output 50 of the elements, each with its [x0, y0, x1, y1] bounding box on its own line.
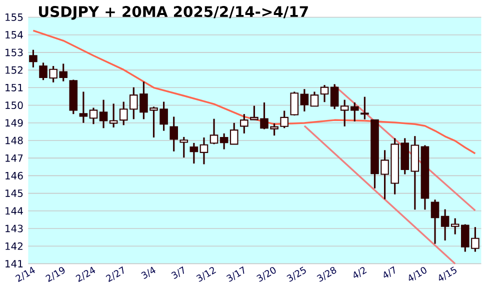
y-tick-label: 149 [6, 118, 23, 126]
candlestick [300, 88, 309, 112]
x-tick-label: 2/14 [15, 266, 35, 282]
x-tick-label: 3/25 [286, 266, 306, 282]
y-tick-label: 152 [6, 66, 22, 74]
candlestick [99, 98, 108, 129]
candlestick [220, 132, 228, 150]
y-tick-label: 155 [6, 13, 23, 21]
candlestick [310, 90, 319, 107]
y-tick-label: 148 [6, 136, 23, 144]
y-tick-label: 141 [6, 260, 23, 268]
candlestick [320, 84, 329, 103]
line-series [32, 30, 476, 154]
candlestick [89, 106, 98, 125]
candlestick [290, 90, 299, 116]
y-tick-label: 147 [6, 154, 23, 162]
x-tick-label: 2/24 [76, 266, 96, 282]
candlestick [79, 90, 88, 124]
y-tick-label: 150 [6, 101, 23, 109]
candlestick [230, 122, 238, 145]
x-tick-label: 3/4 [141, 266, 156, 279]
candlestick [109, 102, 118, 128]
candlestick [210, 118, 218, 145]
x-tick-label: 2/27 [106, 266, 124, 282]
y-tick-label: 145 [6, 189, 23, 197]
x-tick-label: 3/17 [226, 266, 244, 282]
y-tick-label: 142 [6, 242, 22, 250]
candlestick [29, 48, 38, 68]
x-tick-label: 3/7 [171, 266, 184, 279]
candlestick [330, 83, 339, 110]
candlestick [430, 198, 440, 244]
candlestick [440, 208, 450, 242]
chart-title: USDJPY + 20MA 2025/2/14->4/17 [39, 6, 308, 20]
x-tick-label: 2/19 [46, 266, 65, 282]
y-tick-label: 151 [6, 84, 23, 92]
x-tick-label: 4/7 [384, 266, 395, 278]
x-tick-label: 4/2 [354, 266, 367, 278]
y-tick-label: 153 [6, 48, 23, 56]
y-tick-label: 144 [6, 207, 23, 214]
y-tick-label: 154 [6, 30, 23, 38]
x-tick-label: 3/20 [256, 266, 276, 282]
x-tick-label: 4/10 [408, 266, 426, 281]
candlestick [360, 96, 369, 120]
candlestick [200, 136, 208, 165]
x-tick-label: 4/15 [438, 266, 456, 280]
y-tick-label: 146 [6, 172, 23, 180]
candlestick [190, 142, 198, 164]
x-tick-label: 3/12 [196, 266, 216, 282]
x-tick-label: 3/28 [316, 266, 336, 282]
y-tick-label: 143 [6, 224, 23, 232]
